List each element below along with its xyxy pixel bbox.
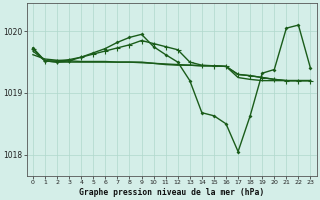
- X-axis label: Graphe pression niveau de la mer (hPa): Graphe pression niveau de la mer (hPa): [79, 188, 264, 197]
